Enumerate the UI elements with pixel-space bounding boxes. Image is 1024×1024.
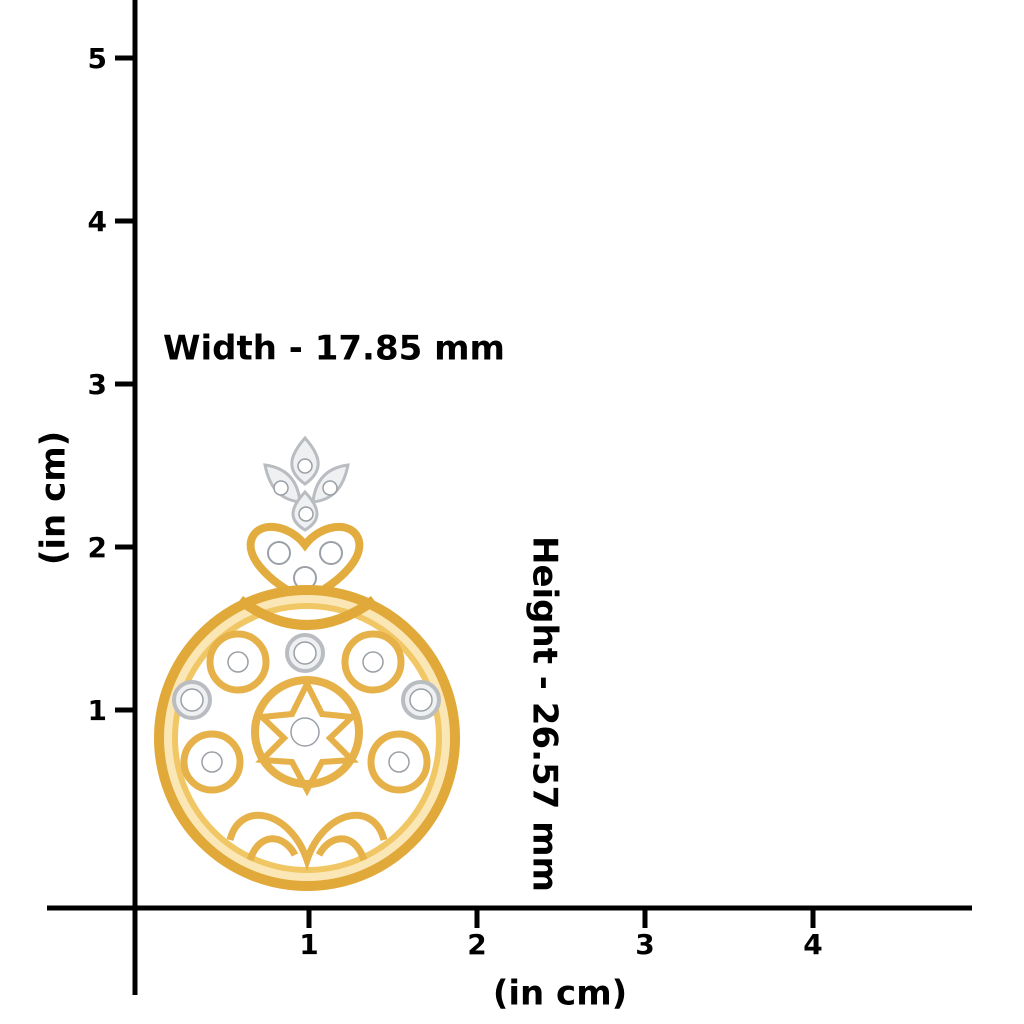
- y-tick-label: 1: [88, 694, 107, 727]
- pendant: [154, 435, 460, 891]
- y-tick-label: 2: [88, 531, 107, 564]
- y-tick-label: 3: [88, 368, 107, 401]
- y-axis-label: (in cm): [34, 431, 74, 565]
- x-tick-label: 4: [803, 928, 822, 961]
- x-tick-label: 2: [467, 928, 486, 961]
- height-label: Height - 26.57 mm: [525, 536, 565, 892]
- x-tick-label: 3: [635, 928, 654, 961]
- width-label: Width - 17.85 mm: [163, 329, 505, 369]
- y-tick-label: 5: [88, 42, 107, 75]
- y-tick-label: 4: [88, 205, 107, 238]
- x-tick-label: 1: [299, 928, 318, 961]
- x-axis-label: (in cm): [493, 974, 627, 1014]
